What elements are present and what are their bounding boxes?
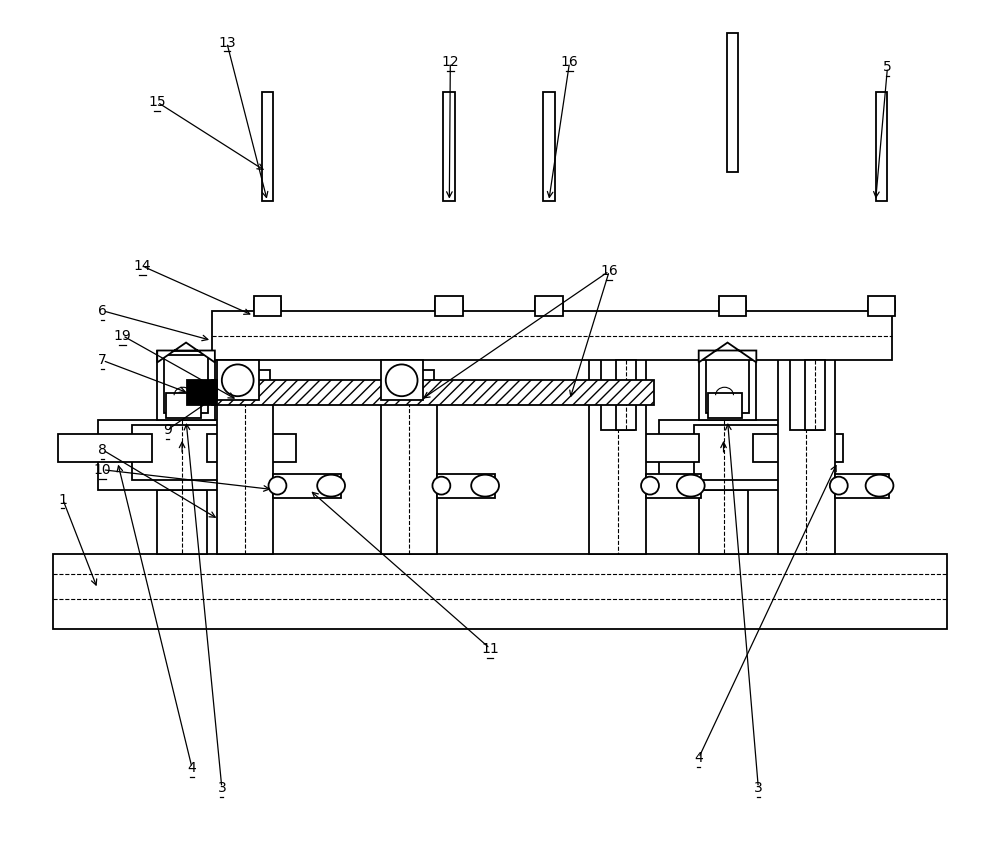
Bar (217, 385, 273, 554)
Text: 3: 3 (217, 781, 226, 794)
Bar (98, 420, 257, 490)
Circle shape (830, 477, 848, 495)
Bar (207, 434, 296, 461)
Bar (835, 473, 889, 497)
Bar (604, 434, 699, 461)
Text: 4: 4 (188, 761, 196, 775)
Text: 10: 10 (94, 463, 111, 477)
Bar (212, 380, 654, 405)
Bar (53, 554, 947, 628)
Bar (592, 335, 643, 353)
Circle shape (432, 477, 450, 495)
Ellipse shape (677, 475, 705, 496)
Bar (435, 300, 463, 311)
Text: 3: 3 (754, 781, 763, 794)
Bar (132, 425, 222, 479)
Bar (273, 473, 341, 497)
Bar (868, 300, 895, 311)
Bar (601, 353, 634, 430)
Bar (212, 311, 892, 360)
Text: 4: 4 (694, 751, 703, 765)
Bar (753, 434, 843, 461)
Bar (384, 371, 434, 392)
Bar (220, 371, 270, 392)
Text: 11: 11 (481, 641, 499, 656)
Bar (790, 353, 823, 430)
Bar (805, 360, 825, 430)
Bar (719, 296, 746, 316)
Bar (719, 300, 746, 311)
Bar (589, 346, 646, 554)
Bar (535, 296, 563, 316)
Bar (58, 434, 152, 461)
Circle shape (222, 365, 254, 396)
Text: 8: 8 (98, 443, 107, 457)
Bar (535, 300, 563, 311)
Ellipse shape (471, 475, 499, 496)
Bar (262, 92, 273, 201)
Bar (616, 360, 636, 430)
Bar (543, 92, 555, 201)
Bar (694, 425, 783, 479)
Text: 14: 14 (134, 259, 151, 273)
Text: 5: 5 (883, 61, 892, 74)
Bar (781, 335, 832, 353)
Text: 12: 12 (442, 56, 459, 69)
Bar (157, 350, 215, 420)
Text: 1: 1 (58, 492, 67, 507)
Circle shape (386, 365, 418, 396)
Text: 15: 15 (148, 95, 166, 109)
Bar (157, 490, 207, 554)
Text: 16: 16 (600, 264, 618, 278)
Text: 6: 6 (98, 304, 107, 318)
Bar (706, 355, 749, 413)
Bar (254, 296, 281, 316)
Bar (381, 360, 423, 401)
Text: 7: 7 (98, 354, 107, 367)
Bar (166, 393, 201, 418)
Bar (708, 393, 742, 418)
Bar (727, 33, 738, 172)
Bar (659, 420, 818, 490)
Text: 9: 9 (163, 423, 172, 437)
Bar (868, 296, 895, 316)
Polygon shape (157, 342, 215, 362)
Bar (699, 350, 756, 420)
Ellipse shape (866, 475, 893, 496)
Text: 19: 19 (114, 329, 131, 342)
Circle shape (232, 368, 258, 395)
Bar (778, 346, 835, 554)
Bar (381, 385, 437, 554)
Bar (435, 296, 463, 316)
Bar (646, 473, 701, 497)
Bar (187, 380, 217, 405)
Circle shape (396, 368, 422, 395)
Bar (443, 92, 455, 201)
Bar (437, 473, 495, 497)
Bar (254, 300, 281, 311)
Bar (217, 360, 259, 401)
Bar (164, 355, 208, 413)
Text: 16: 16 (561, 56, 578, 69)
Ellipse shape (317, 475, 345, 496)
Bar (876, 92, 887, 201)
Text: 13: 13 (218, 35, 236, 50)
Polygon shape (699, 342, 756, 362)
Circle shape (641, 477, 659, 495)
Bar (699, 490, 748, 554)
Circle shape (269, 477, 286, 495)
